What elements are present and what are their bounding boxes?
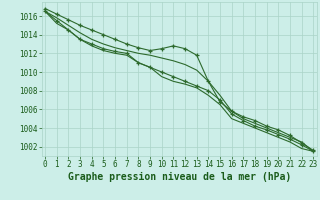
X-axis label: Graphe pression niveau de la mer (hPa): Graphe pression niveau de la mer (hPa) — [68, 172, 291, 182]
